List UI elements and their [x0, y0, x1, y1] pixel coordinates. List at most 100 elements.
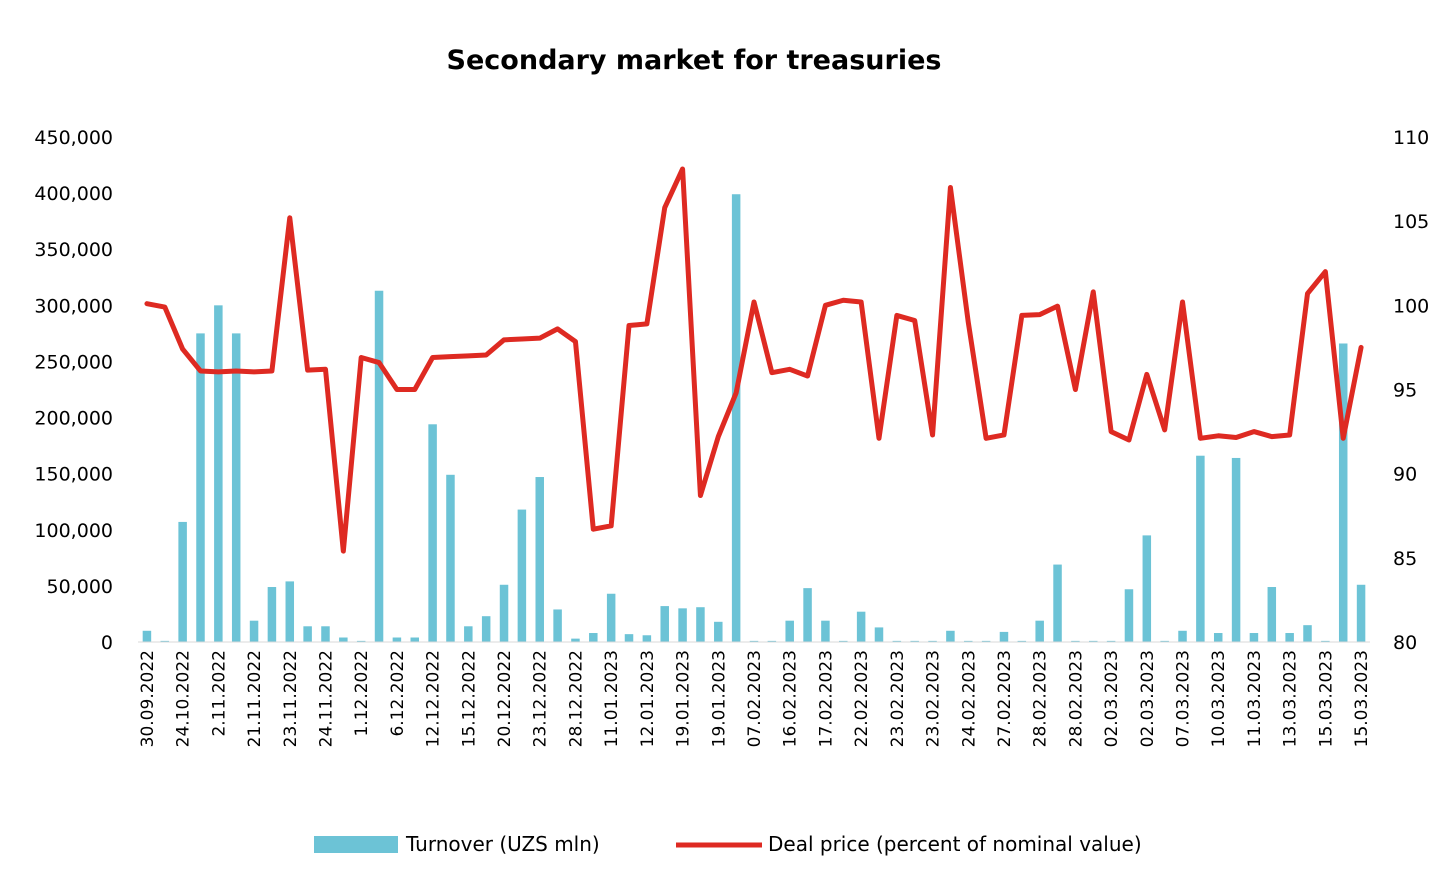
turnover-bar [1088, 640, 1098, 642]
turnover-bar [803, 588, 812, 642]
turnover-bar [464, 626, 473, 642]
x-tick-label: 17.02.2023 [816, 650, 836, 747]
turnover-bar [1213, 633, 1223, 642]
turnover-bar [1124, 589, 1134, 642]
y-left-tick-label: 150,000 [34, 464, 113, 486]
x-tick-label: 15.03.2023 [1352, 650, 1372, 747]
y-right-tick-label: 90 [1393, 464, 1417, 486]
x-tick-label: 20.12.2022 [495, 650, 515, 747]
turnover-bar [1285, 633, 1294, 642]
x-tick-label: 02.03.2023 [1102, 650, 1122, 747]
turnover-bar [321, 626, 330, 642]
x-tick-label: 16.02.2023 [781, 650, 801, 747]
x-tick-label: 22.02.2023 [852, 650, 872, 747]
x-tick-label: 15.03.2023 [1316, 650, 1336, 747]
turnover-bar [839, 640, 848, 642]
x-tick-label: 23.11.2022 [281, 650, 301, 747]
turnover-bar [356, 640, 366, 642]
turnover-bar [285, 581, 295, 642]
x-tick-label: 07.02.2023 [745, 650, 765, 747]
turnover-bar [821, 620, 830, 642]
turnover-bar [553, 609, 562, 642]
turnover-bar [303, 626, 312, 642]
legend-label-turnover: Turnover (UZS mln) [405, 832, 600, 856]
turnover-bar [892, 640, 902, 642]
turnover-bar [1249, 633, 1259, 642]
turnover-bar [928, 640, 937, 642]
legend: Turnover (UZS mln) Deal price (percent o… [314, 832, 1142, 856]
turnover-bar [481, 616, 491, 642]
x-tick-label: 12.01.2023 [638, 650, 658, 747]
chart-title: Secondary market for treasuries [447, 45, 942, 76]
turnover-bar [589, 633, 598, 642]
y-left-tick-label: 300,000 [34, 295, 113, 317]
turnover-bar [785, 620, 794, 642]
turnover-bar [571, 638, 580, 642]
turnover-bar [1356, 584, 1366, 642]
y-left-tick-label: 350,000 [34, 239, 113, 261]
turnover-bar [731, 194, 741, 642]
y-right-tick-label: 110 [1393, 127, 1429, 149]
turnover-bar [1338, 343, 1348, 642]
turnover-bar [499, 584, 509, 642]
turnover-bar [1303, 625, 1312, 642]
turnover-bar [660, 606, 669, 642]
legend-label-deal-price: Deal price (percent of nominal value) [768, 832, 1142, 856]
turnover-bar [142, 630, 152, 642]
y-axis-right: 80 85 90 95 100 105 110 [1393, 127, 1429, 654]
y-right-tick-label: 105 [1393, 211, 1429, 233]
y-left-tick-label: 100,000 [34, 520, 113, 542]
x-tick-label: 23.02.2023 [888, 650, 908, 747]
turnover-bar [160, 640, 170, 642]
deal-price-line-layer [144, 166, 1364, 554]
x-tick-label: 1.12.2022 [352, 650, 372, 737]
turnover-bar [1321, 640, 1330, 642]
x-tick-label: 07.03.2023 [1174, 650, 1194, 747]
y-right-tick-label: 100 [1393, 295, 1429, 317]
x-tick-label: 23.02.2023 [924, 650, 944, 747]
turnover-bar [392, 637, 402, 642]
y-right-tick-label: 85 [1393, 548, 1417, 570]
x-tick-label: 15.12.2022 [459, 650, 479, 747]
x-tick-label: 24.02.2023 [959, 650, 979, 747]
turnover-bar [1017, 640, 1027, 642]
turnover-bar [981, 640, 991, 642]
x-tick-label: 28.12.2022 [566, 650, 586, 747]
turnover-bar [428, 424, 437, 642]
turnover-bars [142, 194, 1366, 642]
turnover-bar [446, 474, 455, 642]
x-tick-label: 12.12.2022 [424, 650, 444, 747]
turnover-bar [249, 620, 259, 642]
turnover-bar [964, 640, 973, 642]
x-tick-label: 19.01.2023 [709, 650, 729, 747]
x-tick-label: 6.12.2022 [388, 650, 408, 737]
x-tick-label: 27.02.2023 [995, 650, 1015, 747]
turnover-bar [178, 521, 187, 642]
y-left-tick-label: 50,000 [47, 576, 113, 598]
legend-swatch-turnover [314, 836, 398, 853]
turnover-bar [1142, 535, 1152, 642]
turnover-bar [535, 477, 544, 642]
x-tick-label: 13.03.2023 [1281, 650, 1301, 747]
x-tick-label: 02.03.2023 [1138, 650, 1158, 747]
turnover-bar [1196, 455, 1205, 642]
turnover-bar [196, 333, 205, 642]
y-axis-left: 0 50,000 100,000 150,000 200,000 250,000 300,0… [34, 127, 113, 654]
turnover-bar [696, 607, 705, 642]
turnover-bar [231, 333, 241, 642]
x-tick-label: 28.02.2023 [1066, 650, 1086, 747]
y-right-tick-label: 95 [1393, 380, 1417, 402]
turnover-bar [339, 637, 348, 642]
deal-price-line [144, 166, 1364, 554]
turnover-bar [642, 635, 652, 642]
turnover-bar [749, 640, 759, 642]
turnover-bar [1053, 564, 1062, 642]
turnover-bar [1035, 620, 1044, 642]
y-left-tick-label: 0 [101, 632, 113, 654]
turnover-bar [999, 631, 1009, 642]
y-left-tick-label: 250,000 [34, 351, 113, 373]
turnover-bar [1106, 640, 1116, 642]
x-tick-label: 28.02.2023 [1031, 650, 1051, 747]
x-tick-label: 19.01.2023 [674, 650, 694, 747]
